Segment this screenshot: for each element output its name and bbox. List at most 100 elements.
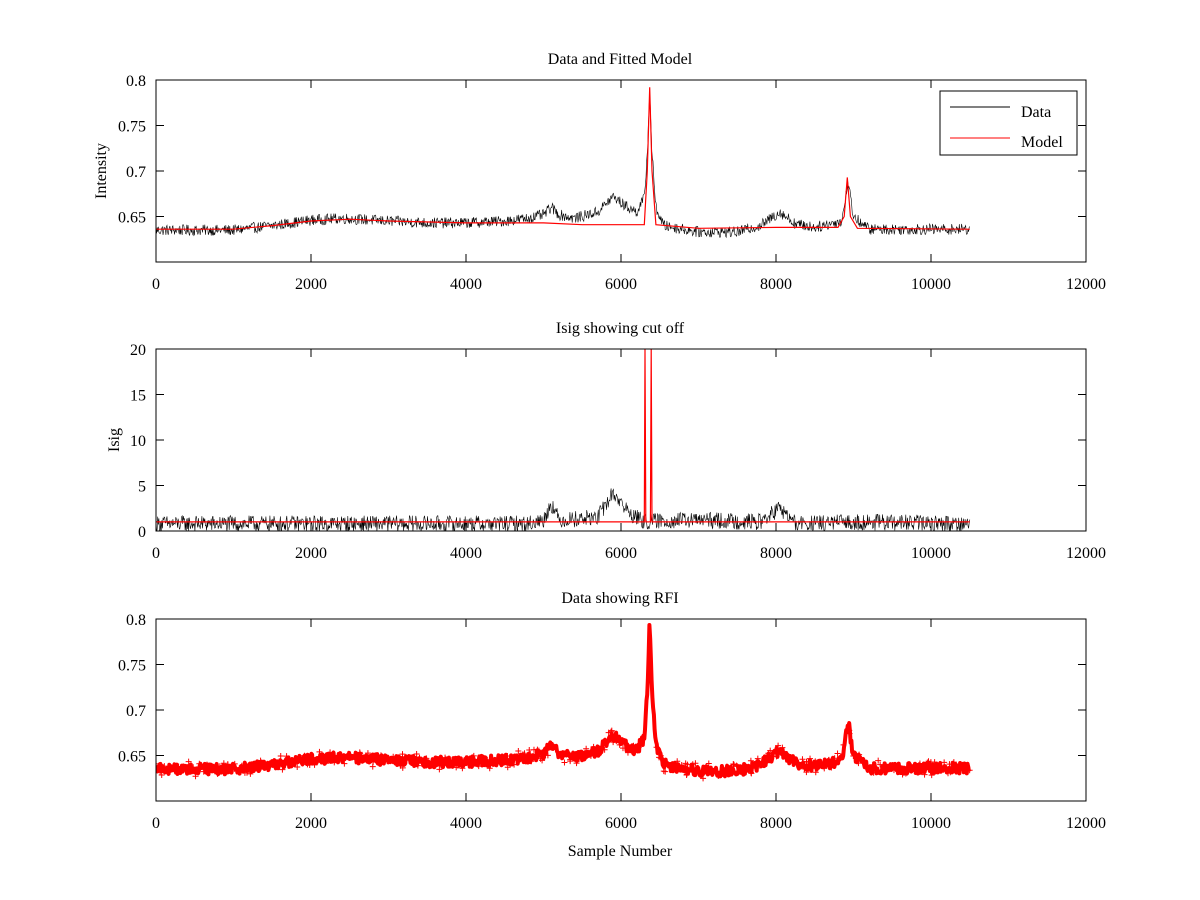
y-tick-label: 0.8 — [126, 612, 146, 629]
panel-3-series-1-point — [224, 761, 231, 768]
y-tick-label: 0.75 — [118, 119, 146, 136]
panel-3-series-1-point — [381, 758, 388, 765]
panel-3-series-1-point — [231, 765, 238, 772]
x-tick-label: 12000 — [1066, 815, 1106, 832]
panel-3-series-1-marker-band — [156, 623, 971, 779]
panel-3-series-1-point — [877, 761, 884, 768]
x-tick-label: 2000 — [295, 545, 327, 562]
panel-3-series-1-point — [158, 772, 165, 779]
panel-3-series-1-point — [573, 758, 580, 765]
panel-3-series-1-point — [535, 747, 542, 754]
panel-3-series-1-point — [683, 771, 690, 778]
panel-3-series-1-point — [247, 764, 254, 771]
panel-3-series-1-point — [733, 762, 740, 769]
panel-3-series-1-point — [214, 770, 221, 777]
panel-1-series — [156, 87, 971, 239]
panel-3-series-1-point — [747, 769, 754, 776]
x-tick-label: 10000 — [911, 276, 951, 293]
panel-3-series-1-point — [210, 763, 217, 770]
panel-3-series-1-point — [458, 762, 465, 769]
x-tick-label: 8000 — [760, 545, 792, 562]
panel-1-series-model-line — [156, 87, 970, 230]
y-tick-label: 5 — [138, 479, 146, 496]
panel-3-series-1-point — [933, 768, 940, 775]
panel-3-series-1-point — [902, 770, 909, 777]
panel-3-series-1-point — [183, 764, 190, 771]
panel-3-series-1-point — [824, 758, 831, 765]
panel-3-series-1-point — [801, 765, 808, 772]
panel-3-series-1-point — [296, 755, 303, 762]
x-tick-label: 0 — [152, 545, 160, 562]
panel-3-series-1-point — [416, 754, 423, 761]
panel-3-series-1-point — [196, 760, 203, 767]
panel-3-series-1-point — [399, 751, 406, 758]
panel-3-series-1-point — [247, 770, 254, 777]
panel-3-series-1-point — [504, 752, 511, 759]
panel-3-series-1-point — [436, 766, 443, 773]
panel-3-series-1-point — [684, 761, 691, 768]
x-tick-label: 2000 — [295, 276, 327, 293]
panel-3-series-1-point — [635, 744, 642, 751]
panel-3-series-1-point — [899, 771, 906, 778]
panel-3-series-1-point — [931, 759, 938, 766]
x-tick-label: 4000 — [450, 815, 482, 832]
panel-3-series-1-point — [807, 755, 814, 762]
x-tick-label: 6000 — [605, 815, 637, 832]
panel-3-xlabel: Sample Number — [568, 843, 673, 860]
panel-3-series-1-point — [583, 745, 590, 752]
panel-3-series-1-point — [515, 748, 522, 755]
panel-3-series-1-point — [630, 742, 637, 749]
panel-3-series-1-point — [831, 755, 838, 762]
panel-3-series-1-point — [264, 766, 271, 773]
panel-3-series-1-point — [605, 729, 612, 736]
panel-3-series-1-point — [369, 763, 376, 770]
panel-3-series-1-point — [870, 769, 877, 776]
panel-3-series-1-point — [813, 759, 820, 766]
panel-3-series-1-point — [700, 775, 707, 782]
panel-3-series-1-point — [301, 752, 308, 759]
panel-1-axes: 0 2000 4000 6000 8000 10000 12000 0.65 0.7 0.75 0.… — [118, 73, 1106, 293]
panel-3-series-1-point — [604, 736, 611, 743]
panel-3-series-1-point — [779, 744, 786, 751]
panel-3-series-1-point — [928, 772, 935, 779]
panel-3-series-1-point — [890, 767, 897, 774]
panel-3-series-1-point — [856, 751, 863, 758]
panel-3-series-1-point — [805, 759, 812, 766]
panel-3-series-1-point — [304, 761, 311, 768]
panel-3-series-1-point — [478, 757, 485, 764]
panel-3-series-1-point — [840, 741, 847, 748]
panel-3-series-1-point — [920, 767, 927, 774]
panel-3-title: Data showing RFI — [561, 590, 678, 607]
panel-3-series-1-point — [941, 759, 948, 766]
panel-2-series-2-line — [156, 349, 970, 523]
panel-3-series-1-point — [490, 760, 497, 767]
panel-3-series-1-point — [335, 755, 342, 762]
panel-3-series-1-point — [312, 757, 319, 764]
panel-3-series-1-point — [624, 749, 631, 756]
panel-3-series-1-point — [517, 754, 524, 761]
y-tick-label: 0.8 — [126, 73, 146, 90]
panel-3-series-1-point — [925, 758, 932, 765]
panel-3-series-1-point — [542, 752, 549, 759]
panel-3-series-1-point — [690, 769, 697, 776]
panel-3-series-1-point — [869, 761, 876, 768]
panel-3-series-1-point — [331, 759, 338, 766]
y-tick-label: 0.65 — [118, 749, 146, 766]
panel-3-series-1-point — [846, 727, 853, 734]
panel-3-series-1-point — [616, 741, 623, 748]
panel-3-series-1-point — [775, 742, 782, 749]
x-tick-label: 12000 — [1066, 276, 1106, 293]
panel-3-series-1-point — [316, 748, 323, 755]
panel-3-series-1-point — [900, 765, 907, 772]
panel-3-series-1-point — [855, 760, 862, 767]
panel-3-series-1-point — [593, 749, 600, 756]
panel-3-series-1-point — [533, 753, 540, 760]
panel-3-series-1-point — [689, 761, 696, 768]
x-tick-label: 2000 — [295, 815, 327, 832]
panel-3-series-1-point — [241, 769, 248, 776]
panel-3-series-1-point — [442, 754, 449, 761]
panel-2: Isig showing cut off Isig 0 2000 4000 6000 8… — [106, 320, 1106, 562]
panel-3-series-1-point — [364, 750, 371, 757]
panel-1-ylabel: Intensity — [93, 143, 110, 199]
